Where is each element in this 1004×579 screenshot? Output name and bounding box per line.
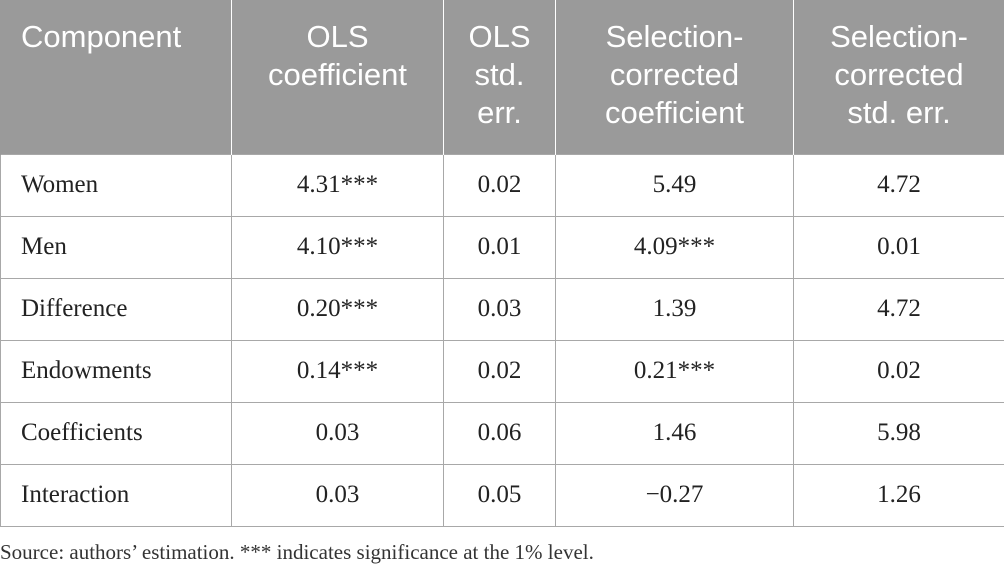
selection-std-err-cell: 4.72 xyxy=(793,277,1004,341)
header-row: Component OLS coefficient OLS std. err. … xyxy=(0,0,1004,154)
header-selection-corrected-coefficient: Selection-corrected coefficient xyxy=(555,0,794,154)
table-row: Coefficients 0.03 0.06 1.46 5.98 xyxy=(0,401,1004,465)
source-footnote: Source: authors’ estimation. *** indicat… xyxy=(0,540,594,564)
results-table: Component OLS coefficient OLS std. err. … xyxy=(0,0,1004,527)
ols-coefficient-cell: 4.31*** xyxy=(231,153,444,217)
header-selection-corrected-std-err: Selection-corrected std. err. xyxy=(793,0,1004,154)
selection-coefficient-cell: 5.49 xyxy=(555,153,794,217)
ols-std-err-cell: 0.06 xyxy=(443,401,556,465)
header-component: Component xyxy=(0,0,232,154)
ols-coefficient-cell: 0.20*** xyxy=(231,277,444,341)
selection-std-err-cell: 5.98 xyxy=(793,401,1004,465)
selection-coefficient-cell: 1.39 xyxy=(555,277,794,341)
ols-coefficient-cell: 0.14*** xyxy=(231,339,444,403)
table-header: Component OLS coefficient OLS std. err. … xyxy=(0,0,1004,154)
ols-std-err-cell: 0.02 xyxy=(443,339,556,403)
selection-coefficient-cell: 0.21*** xyxy=(555,339,794,403)
header-ols-coefficient: OLS coefficient xyxy=(231,0,444,154)
table-body: Women 4.31*** 0.02 5.49 4.72 Men 4.10***… xyxy=(0,153,1004,527)
selection-std-err-cell: 4.72 xyxy=(793,153,1004,217)
selection-std-err-cell: 0.01 xyxy=(793,215,1004,279)
ols-std-err-cell: 0.02 xyxy=(443,153,556,217)
row-label: Women xyxy=(0,153,232,217)
selection-std-err-cell: 1.26 xyxy=(793,463,1004,527)
table-row: Men 4.10*** 0.01 4.09*** 0.01 xyxy=(0,215,1004,279)
row-label: Difference xyxy=(0,277,232,341)
ols-std-err-cell: 0.05 xyxy=(443,463,556,527)
selection-coefficient-cell: −0.27 xyxy=(555,463,794,527)
ols-std-err-cell: 0.01 xyxy=(443,215,556,279)
table-row: Endowments 0.14*** 0.02 0.21*** 0.02 xyxy=(0,339,1004,403)
row-label: Coefficients xyxy=(0,401,232,465)
table-row: Interaction 0.03 0.05 −0.27 1.26 xyxy=(0,463,1004,527)
ols-coefficient-cell: 0.03 xyxy=(231,401,444,465)
table-row: Women 4.31*** 0.02 5.49 4.72 xyxy=(0,153,1004,217)
table-row: Difference 0.20*** 0.03 1.39 4.72 xyxy=(0,277,1004,341)
ols-coefficient-cell: 4.10*** xyxy=(231,215,444,279)
selection-std-err-cell: 0.02 xyxy=(793,339,1004,403)
ols-coefficient-cell: 0.03 xyxy=(231,463,444,527)
ols-std-err-cell: 0.03 xyxy=(443,277,556,341)
row-label: Interaction xyxy=(0,463,232,527)
header-ols-std-err: OLS std. err. xyxy=(443,0,556,154)
row-label: Men xyxy=(0,215,232,279)
selection-coefficient-cell: 4.09*** xyxy=(555,215,794,279)
selection-coefficient-cell: 1.46 xyxy=(555,401,794,465)
row-label: Endowments xyxy=(0,339,232,403)
